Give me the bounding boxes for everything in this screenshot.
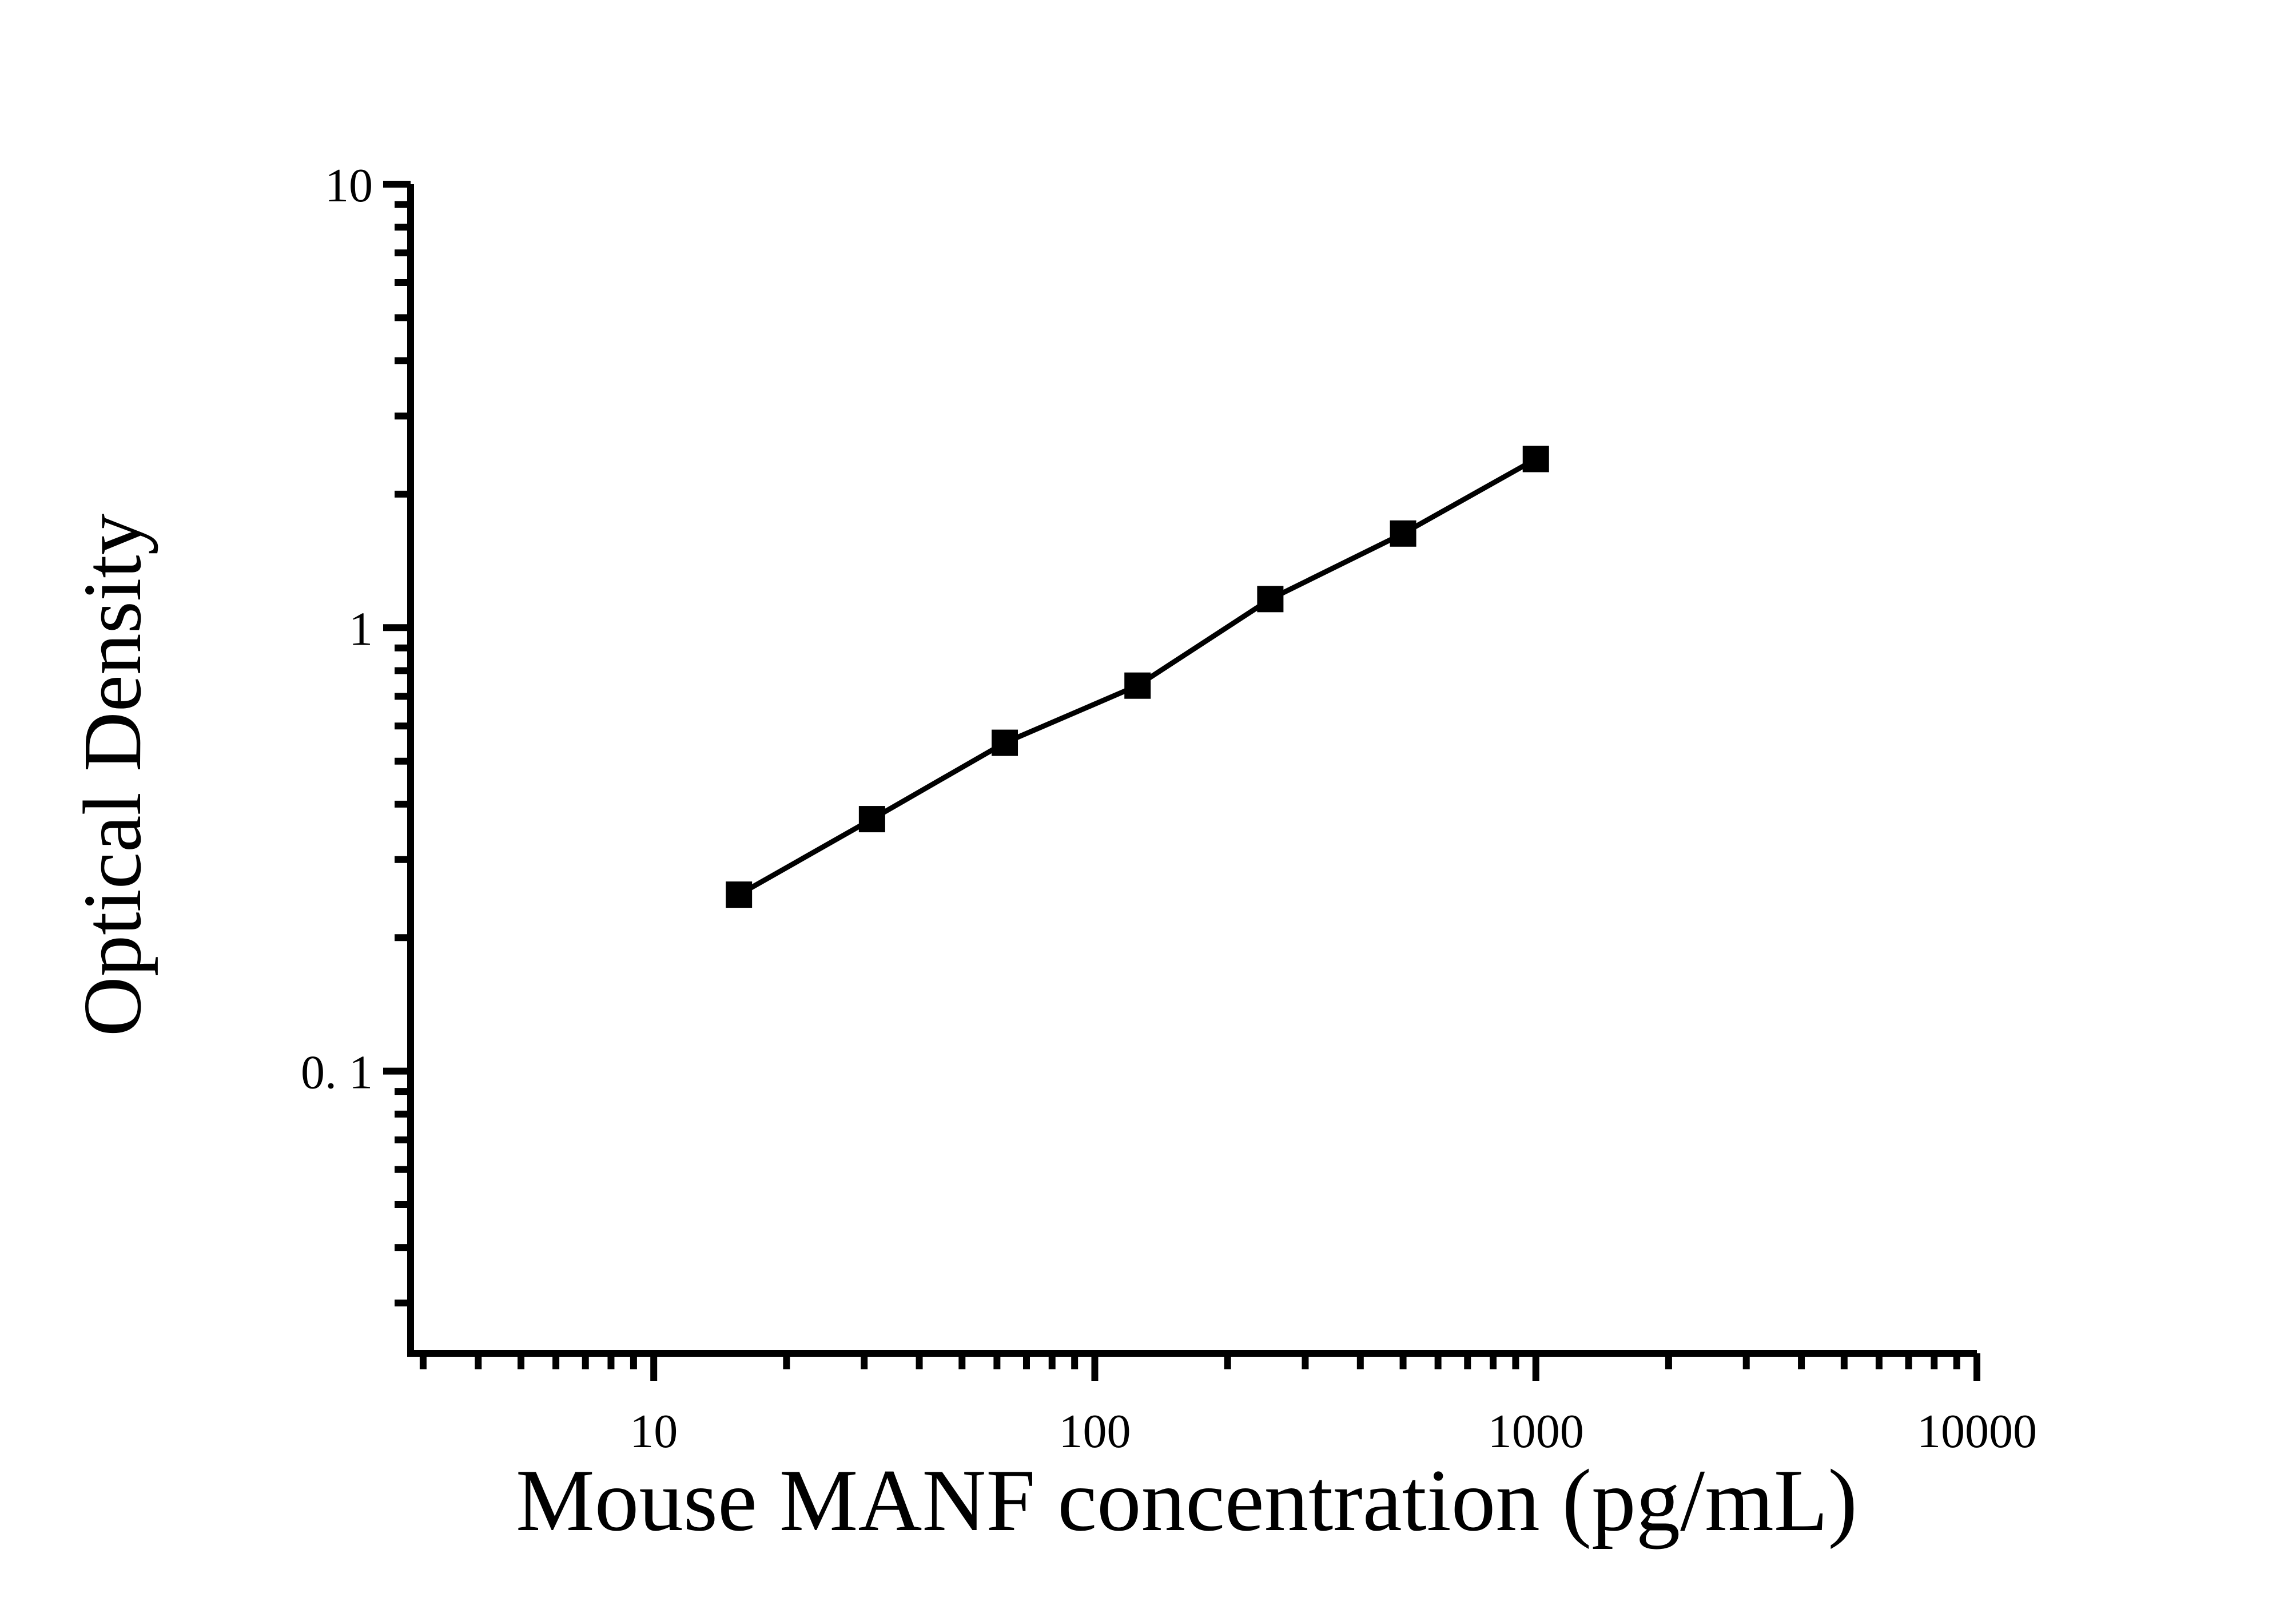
data-point-marker: [1390, 520, 1416, 547]
y-tick-label: 10: [325, 159, 373, 212]
x-tick-label: 10: [630, 1405, 678, 1458]
data-point-marker: [726, 881, 753, 908]
data-point-marker: [1257, 586, 1284, 613]
data-point-marker: [858, 806, 885, 833]
y-axis-title: Optical Density: [67, 514, 158, 1036]
x-tick-label: 10000: [1917, 1405, 2037, 1458]
data-point-marker: [1124, 672, 1151, 699]
x-axis-ticks: [419, 1353, 1980, 1381]
x-axis-tick-labels: 10 100 1000 10000: [630, 1405, 2037, 1458]
x-tick-label: 100: [1059, 1405, 1131, 1458]
data-points: [726, 446, 1549, 908]
y-tick-label: 1: [349, 602, 373, 655]
plot-area: 10 100 1000 10000 0. 1 1 10: [301, 159, 2037, 1458]
x-axis-title: Mouse MANF concentration (pg/mL): [516, 1451, 1857, 1550]
data-point-marker: [1522, 446, 1549, 472]
data-point-marker: [992, 729, 1018, 756]
x-tick-label: 1000: [1488, 1405, 1584, 1458]
y-tick-label: 0. 1: [301, 1046, 373, 1099]
axis-frame: [407, 184, 1977, 1357]
y-axis-tick-labels: 0. 1 1 10: [301, 159, 373, 1099]
y-axis-ticks: [383, 181, 411, 1306]
